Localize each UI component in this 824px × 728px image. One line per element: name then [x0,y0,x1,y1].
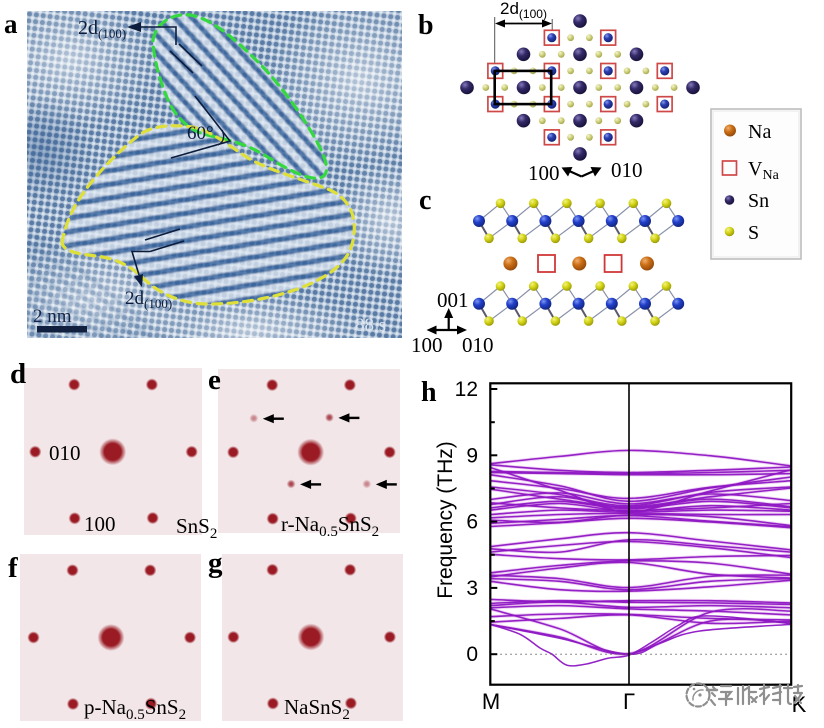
svg-text:M: M [482,689,500,714]
svg-text:010: 010 [462,333,494,357]
svg-text:NaSnS2: NaSnS2 [284,695,350,723]
svg-text:010: 010 [49,441,81,465]
svg-text:12: 12 [455,378,478,401]
svg-text:010: 010 [611,158,643,182]
svg-text:100: 100 [411,333,443,357]
svg-text:60°: 60° [187,123,214,144]
svg-text:Sn: Sn [748,190,769,212]
svg-text:S: S [748,222,759,244]
svg-text:9: 9 [466,444,478,467]
svg-text:3: 3 [466,577,478,600]
svg-text:100: 100 [84,512,116,536]
svg-text:2d(100): 2d(100) [500,0,547,21]
svg-text:b: b [418,10,434,41]
svg-text:f: f [8,552,18,584]
svg-text:d: d [10,358,26,390]
svg-text:2 nm: 2 nm [33,306,72,327]
svg-text:Na: Na [748,121,771,143]
svg-text:100: 100 [528,161,560,185]
svg-text:88 s: 88 s [355,315,386,336]
svg-text:0: 0 [466,643,478,666]
svg-text:g: g [208,547,223,579]
svg-text:p-Na0.5SnS2: p-Na0.5SnS2 [84,695,186,723]
svg-text:Γ: Γ [623,689,635,714]
svg-text:Frequency (THz): Frequency (THz) [434,441,457,599]
svg-text:h: h [421,377,437,408]
svg-text:a: a [4,9,18,39]
svg-text:6: 6 [466,511,478,534]
svg-text:SnS2: SnS2 [176,514,217,542]
svg-text:001: 001 [437,288,469,312]
svg-text:e: e [208,364,221,396]
svg-text:c: c [419,185,431,216]
